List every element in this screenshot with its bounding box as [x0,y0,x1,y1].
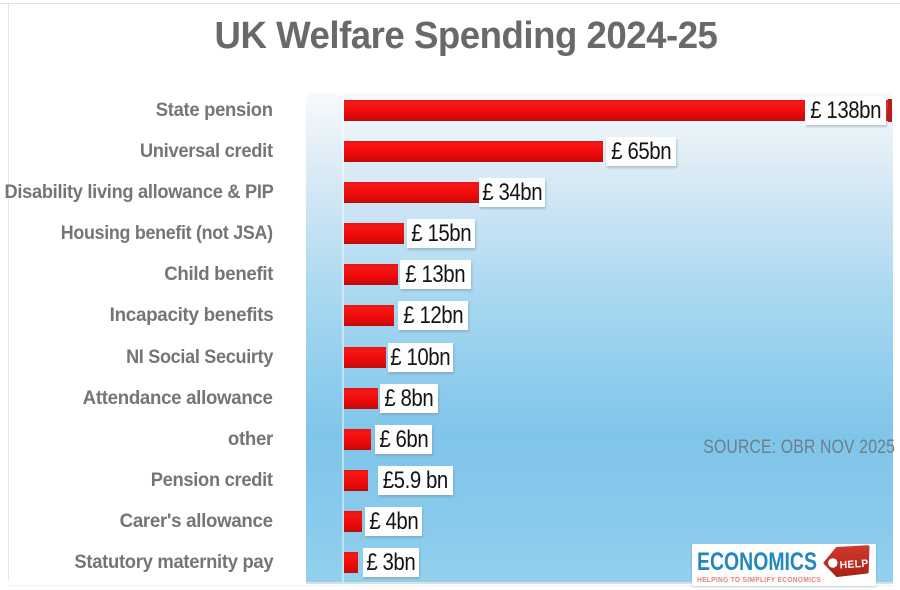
svg-text:HELP: HELP [839,558,869,572]
